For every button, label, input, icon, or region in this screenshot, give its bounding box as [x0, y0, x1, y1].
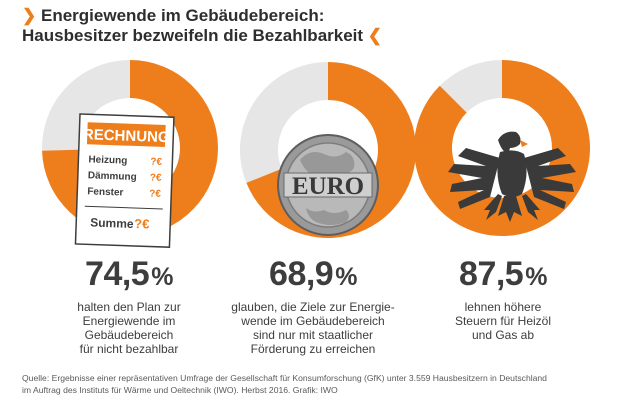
stat-number: 87,5 [459, 255, 524, 293]
stat-value-3: 87,5% [418, 255, 588, 294]
source-line-2: im Auftrag des Instituts für Wärme und O… [22, 385, 338, 395]
donut-remainder-slice [439, 60, 502, 113]
source-note: Quelle: Ergebnisse einer repräsentativen… [22, 372, 622, 396]
invoice-row-label: Heizung [88, 154, 127, 166]
stat-unit: % [335, 263, 357, 291]
title-line-1: ❯ Energiewende im Gebäudebereich: [22, 6, 382, 26]
stat-number: 74,5 [85, 255, 150, 293]
donut-remainder-slice [42, 60, 130, 151]
desc-line: glauben, die Ziele zur Energie- [231, 300, 395, 314]
invoice-icon: RECHNUNG Heizung ?€ Dämmung ?€ Fenster ?… [74, 113, 175, 248]
stat-description-1: halten den Plan zur Energiewende im Gebä… [44, 300, 214, 356]
stat-description-2: glauben, die Ziele zur Energie- wende im… [228, 300, 398, 356]
invoice-row-value: ?€ [150, 156, 162, 167]
invoice-row-label: Fenster [87, 186, 124, 198]
desc-line: wende im Gebäudebereich [241, 314, 385, 328]
euro-coin-icon: EURO [277, 134, 379, 236]
chevron-left-icon: ❮ [367, 26, 383, 45]
stat-number: 68,9 [269, 255, 334, 293]
donut-remainder-slice [239, 62, 328, 183]
stat-value-1: 74,5% [44, 255, 214, 294]
desc-line: Steuern für Heizöl [454, 314, 552, 328]
title-line-2: Hausbesitzer bezweifeln die Bezahlbarkei… [22, 26, 382, 46]
stat-description-3: lehnen höhere Steuern für Heizöl und Gas… [418, 300, 588, 342]
stat-unit: % [525, 263, 547, 291]
desc-line: Energiewende im [82, 314, 176, 328]
invoice-row-value: ?€ [149, 188, 161, 199]
invoice-heading: RECHNUNG [83, 126, 170, 146]
invoice-row-label: Dämmung [88, 170, 137, 183]
title-text-2: Hausbesitzer bezweifeln die Bezahlbarkei… [22, 26, 364, 45]
donut-value-slice [414, 60, 590, 236]
desc-line: halten den Plan zur [77, 300, 181, 314]
desc-line: sind nur mit staatlicher [252, 328, 374, 342]
page-title: ❯ Energiewende im Gebäudebereich: Hausbe… [22, 6, 382, 46]
desc-line: lehnen höhere [464, 300, 542, 314]
invoice-row-value: ?€ [150, 172, 162, 183]
desc-line: Gebäudebereich [84, 328, 174, 342]
chevron-right-icon: ❯ [22, 6, 37, 25]
desc-line: Förderung zu erreichen [250, 342, 376, 356]
stat-unit: % [151, 263, 173, 291]
source-line-1: Quelle: Ergebnisse einer repräsentativen… [22, 373, 547, 383]
desc-line: und Gas ab [471, 328, 535, 342]
title-text-1: Energiewende im Gebäudebereich: [40, 6, 325, 25]
federal-eagle-icon [448, 131, 576, 222]
invoice-total-value: ?€ [134, 216, 150, 232]
desc-line: für nicht bezahlbar [79, 342, 179, 356]
coin-text: EURO [292, 173, 364, 200]
stat-value-2: 68,9% [228, 255, 398, 294]
invoice-total-label: Summe [90, 215, 134, 231]
